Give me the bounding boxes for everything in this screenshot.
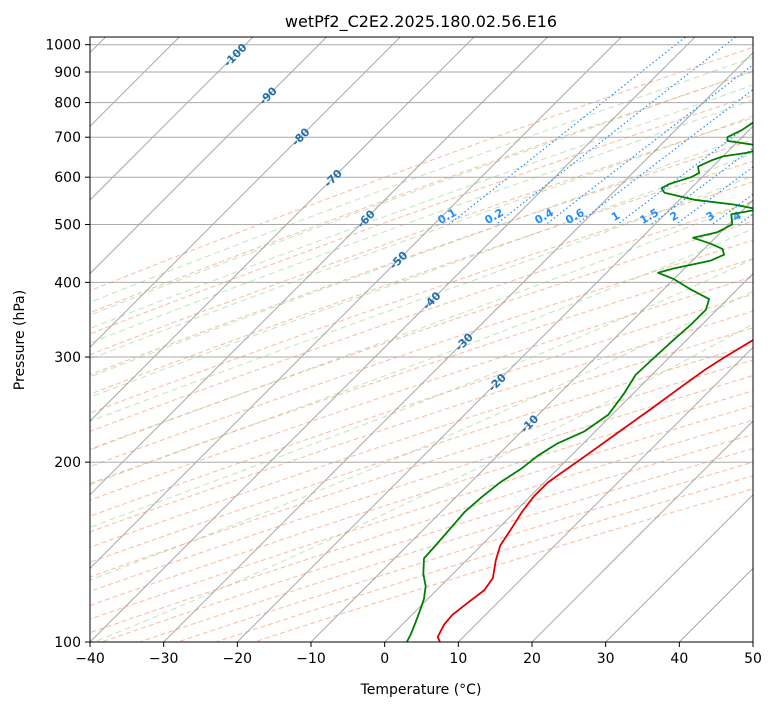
moist-adiabat-line	[90, 228, 753, 486]
dry-adiabat-line	[90, 359, 753, 578]
isotherm-line	[604, 493, 753, 642]
isotherm-line	[90, 37, 254, 201]
x-tick-label: −10	[296, 651, 326, 667]
dry-adiabat-line	[90, 310, 753, 533]
mixing-ratio-line	[495, 37, 737, 225]
moist-adiabat-line	[90, 258, 753, 528]
isotherm-line	[90, 37, 328, 275]
x-tick-label: −40	[75, 651, 105, 667]
dry-adiabat-line	[176, 461, 753, 642]
isotherm-line	[162, 51, 753, 642]
isotherm-line	[90, 37, 696, 642]
isotherm-line	[236, 125, 753, 642]
dry-adiabat-line	[252, 488, 753, 642]
x-tick-label: 30	[597, 651, 615, 667]
y-axis-ticks: 1000 900 800 700 600 500 400 300 200 100	[45, 38, 90, 651]
chart-title: wetPf2_C2E2.2025.180.02.56.E16	[285, 12, 557, 32]
isotherm-line	[457, 346, 753, 642]
x-axis-title: Temperature (°C)	[360, 682, 482, 698]
mixing-ratio-line	[448, 37, 687, 225]
dry-adiabat-line	[90, 419, 753, 634]
dry-adiabat-line	[90, 239, 753, 468]
x-tick-label: 10	[449, 651, 467, 667]
dry-adiabat-line	[100, 433, 753, 642]
y-tick-label: 100	[54, 635, 81, 651]
dry-adiabat-line	[90, 181, 753, 414]
y-axis-title: Pressure (hPa)	[12, 290, 28, 390]
y-tick-label: 600	[54, 170, 81, 186]
isotherm-line	[90, 37, 475, 422]
dry-adiabat-line	[90, 375, 753, 592]
dry-adiabat-line	[90, 201, 753, 432]
dewpoint-trace	[406, 121, 753, 642]
y-tick-label: 300	[54, 350, 81, 366]
dry-adiabat-line	[90, 390, 753, 606]
y-tick-label: 200	[54, 455, 81, 471]
x-axis-ticks: −40 −30 −20 −10 0 10 20 30 40 50	[75, 642, 762, 667]
isotherm-line	[310, 199, 753, 642]
y-tick-label: 400	[54, 275, 81, 291]
dry-adiabat-line	[214, 475, 753, 642]
dry-adiabat-line	[90, 258, 753, 485]
temperature-trace	[436, 339, 753, 642]
mixing-ratio-lines	[448, 37, 753, 225]
x-tick-label: 20	[523, 651, 541, 667]
dry-adiabat-line	[90, 327, 753, 548]
skewed-isotherms	[90, 37, 753, 642]
mixing-ratio-line	[545, 63, 753, 225]
isotherm-line	[90, 37, 623, 570]
plot-frame	[89, 36, 754, 643]
isotherm-line	[90, 37, 402, 349]
pressure-gridlines	[90, 44, 753, 642]
x-tick-label: −30	[149, 651, 179, 667]
mixing-ratio-line	[576, 88, 753, 225]
dry-adiabat-line	[90, 139, 753, 376]
plot-background	[90, 37, 753, 642]
dry-adiabat-line	[138, 447, 753, 642]
isotherm-line	[90, 37, 549, 496]
x-tick-label: 0	[380, 651, 389, 667]
x-tick-label: −20	[223, 651, 253, 667]
y-tick-label: 1000	[45, 38, 81, 54]
dry-adiabat-line	[90, 405, 753, 620]
dry-adiabats	[90, 46, 753, 642]
sounding-traces	[406, 121, 753, 642]
x-tick-label: 50	[744, 651, 762, 667]
y-tick-label: 700	[54, 130, 81, 146]
isotherm-line	[383, 272, 753, 642]
moist-adiabat-line	[94, 323, 753, 642]
isotherm-line	[531, 420, 753, 642]
y-tick-label: 500	[54, 217, 81, 233]
mixing-ratio-label: 6	[769, 209, 775, 224]
y-tick-label: 800	[54, 96, 81, 112]
y-tick-label: 900	[54, 65, 81, 81]
x-tick-label: 40	[670, 651, 688, 667]
